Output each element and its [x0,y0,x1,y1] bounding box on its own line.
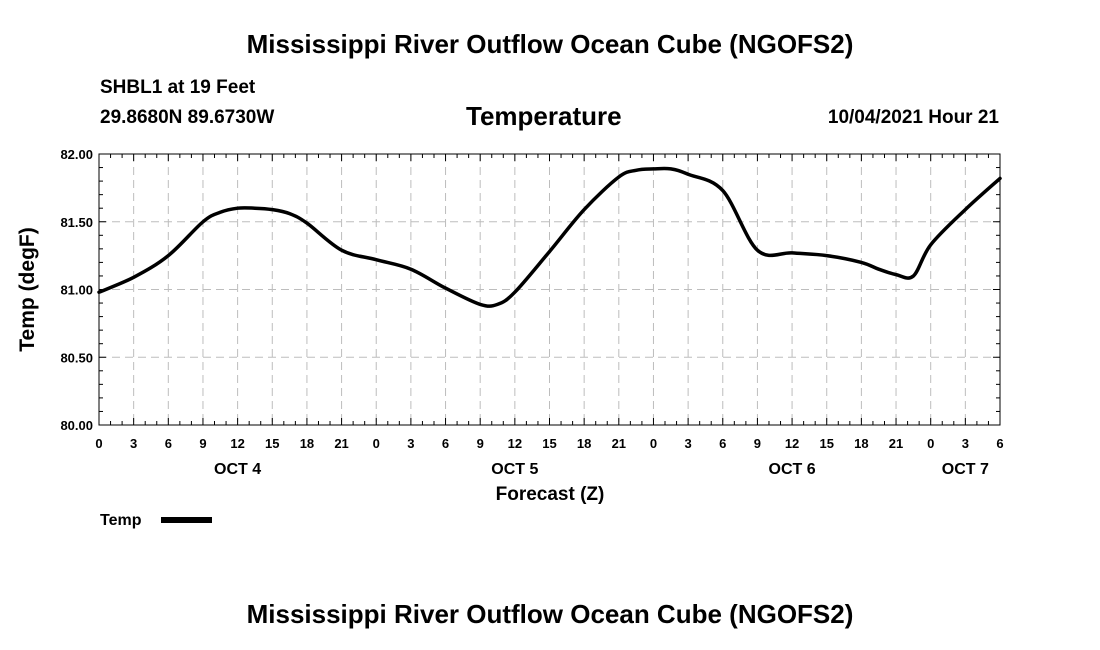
y-tick-label: 80.00 [60,418,93,433]
x-tick-label: 3 [407,436,414,451]
x-tick-label: 15 [819,436,833,451]
x-tick-label: 6 [165,436,172,451]
grid-lines [99,154,1000,425]
x-tick-label: 0 [373,436,380,451]
plot-frame [98,153,1001,426]
station-coordinates: 29.8680N 89.6730W [100,107,275,128]
y-tick-label: 82.00 [60,147,93,162]
axis-ticks [98,153,1001,426]
station-name: SHBL1 at 19 Feet [100,77,256,98]
forecast-time: 10/04/2021 Hour 21 [827,107,999,128]
x-tick-label: 3 [684,436,691,451]
x-tick-label: 12 [785,436,799,451]
x-tick-label: 3 [962,436,969,451]
legend: Temp [100,512,212,529]
x-tick-label: 6 [996,436,1003,451]
x-tick-label: 3 [130,436,137,451]
y-axis-title: Temp (degF) [16,227,39,351]
x-tick-label: 18 [577,436,591,451]
chart-subtitle: Temperature [466,101,622,131]
y-tick-label: 81.00 [60,283,93,298]
y-tick-label: 80.50 [60,350,93,365]
x-tick-label: 18 [300,436,314,451]
x-tick-label: 12 [230,436,244,451]
x-tick-label: 15 [265,436,279,451]
x-tick-label: 9 [199,436,206,451]
x-tick-label: 15 [542,436,556,451]
x-tick-label: 12 [508,436,522,451]
x-day-label: OCT 4 [214,461,261,478]
chart-title-top: Mississippi River Outflow Ocean Cube (NG… [246,29,854,59]
y-tick-label: 81.50 [60,215,93,230]
x-day-label: OCT 6 [769,461,816,478]
chart-title-bottom: Mississippi River Outflow Ocean Cube (NG… [246,599,854,629]
x-tick-label: 0 [927,436,934,451]
x-tick-label: 9 [754,436,761,451]
x-day-label: OCT 7 [942,461,989,478]
x-axis-title: Forecast (Z) [496,484,605,505]
x-day-label: OCT 5 [491,461,538,478]
x-tick-label: 21 [889,436,903,451]
axis-labels: 0 3 6 9 12 15 18 21 0 3 6 9 12 15 18 21 0 3 6 9 12 15 18 21 0 3 6 8… [60,147,1003,478]
x-tick-label: 0 [650,436,657,451]
legend-label: Temp [100,512,142,529]
series-line-temp [97,166,1002,308]
x-tick-label: 9 [477,436,484,451]
x-tick-label: 0 [95,436,102,451]
x-tick-label: 21 [334,436,348,451]
x-tick-label: 6 [442,436,449,451]
x-tick-label: 21 [612,436,626,451]
x-tick-label: 18 [854,436,868,451]
x-tick-label: 6 [719,436,726,451]
